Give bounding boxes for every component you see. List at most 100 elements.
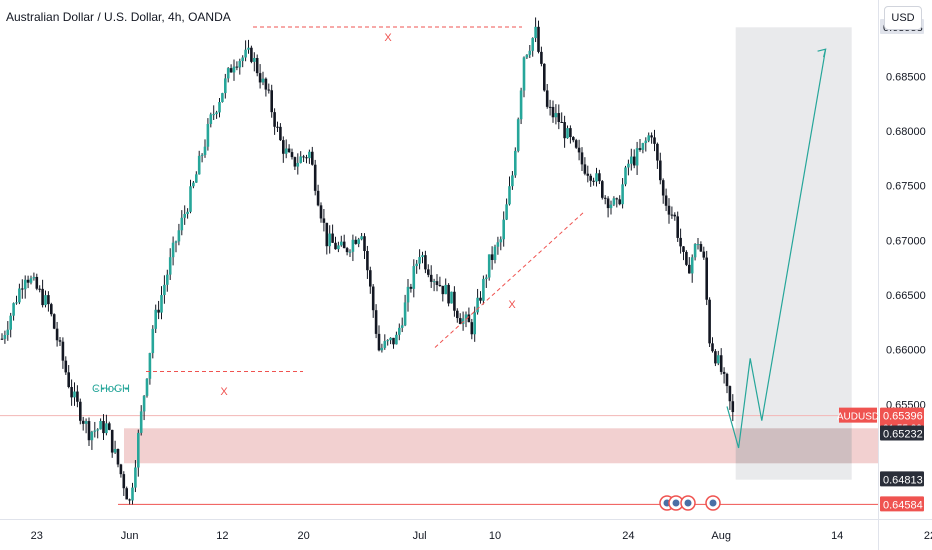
candle-body [61, 341, 65, 361]
candle-body [429, 274, 433, 282]
candle-body [340, 241, 343, 246]
candle-body [583, 164, 587, 174]
candle-body [377, 333, 381, 351]
price-axis-divider [878, 0, 879, 550]
candle-body [369, 270, 372, 287]
candle-body [50, 304, 53, 315]
candle-body [386, 340, 389, 342]
candle-body [470, 322, 474, 335]
candle-body [438, 284, 442, 286]
candle-body [496, 242, 500, 247]
candle-body [84, 421, 88, 424]
price-tag-label: 0.64813 [883, 474, 923, 486]
candle-body [424, 255, 427, 270]
candle-body [35, 276, 39, 289]
candle-body [212, 114, 215, 116]
candle-body [302, 156, 305, 158]
candle-body [380, 347, 384, 351]
price-tag-label: 0.64584 [883, 499, 923, 511]
event-icon-inner [672, 499, 680, 507]
candle-body [725, 373, 729, 387]
candle-body [606, 198, 610, 209]
candle-body [32, 276, 36, 279]
candle-body [58, 340, 62, 342]
candle-body [218, 102, 221, 113]
candle-body [450, 291, 453, 304]
candle-body [554, 113, 558, 118]
candle-body [174, 241, 178, 243]
candle-body [38, 288, 41, 290]
candle-body [676, 216, 679, 238]
candle-body [696, 244, 700, 246]
candle-body [479, 297, 482, 301]
candle-body [447, 284, 450, 304]
candle-body [383, 341, 387, 348]
candle-body [203, 146, 207, 155]
candle-body [290, 152, 294, 158]
candle-body [67, 372, 70, 388]
candle-body [540, 51, 543, 64]
y-tick-label: 0.67000 [886, 235, 926, 247]
candle-body [273, 112, 276, 127]
candle-body [308, 151, 311, 159]
candle-body [574, 140, 578, 148]
candle-body [110, 429, 114, 453]
candle-body [412, 266, 416, 289]
candle-body [154, 309, 157, 329]
candle-body [427, 269, 430, 275]
candle-body [90, 431, 94, 441]
candle-body [366, 251, 369, 271]
candle-body [641, 143, 645, 150]
currency-button[interactable]: USD [884, 6, 922, 30]
price-tag [880, 496, 924, 512]
price-tag-label: 0.65232 [883, 429, 923, 441]
candle-body [603, 197, 607, 199]
candle-body [531, 38, 534, 51]
candle-body [3, 334, 7, 339]
candle-body [360, 236, 363, 240]
candle-body [493, 246, 497, 261]
candle-body [719, 355, 723, 372]
candle-body [653, 137, 656, 144]
candle-body [476, 297, 479, 313]
choch-label: CHoCH [92, 383, 130, 395]
candle-body [305, 157, 308, 159]
x-trend-label: X [508, 299, 516, 311]
candle-body [708, 299, 711, 344]
candle-body [348, 251, 352, 253]
candle-body [650, 135, 653, 138]
candle-body [418, 257, 421, 264]
candle-body [722, 371, 726, 374]
candle-body [467, 314, 471, 323]
candle-body [621, 184, 624, 205]
candle-body [26, 279, 30, 283]
chart-title: Australian Dollar / U.S. Dollar, 4h, OAN… [6, 10, 231, 24]
candle-body [9, 315, 12, 330]
candle-body [15, 302, 18, 304]
candle-body [64, 360, 68, 373]
candle-body [409, 286, 413, 289]
candle-body [415, 263, 418, 267]
candle-body [632, 156, 636, 166]
candle-body [592, 180, 595, 182]
candle-body [148, 353, 152, 379]
candle-body [238, 60, 242, 68]
candle-body [589, 175, 592, 181]
x-tick-label: 23 [31, 530, 43, 542]
candle-body [598, 173, 601, 182]
candle-body [113, 449, 117, 453]
candle-body [209, 114, 213, 124]
candle-body [342, 241, 346, 249]
x-tick-label: 12 [216, 530, 228, 542]
candle-body [392, 337, 395, 345]
candle-body [630, 156, 633, 164]
candle-body [702, 251, 706, 258]
candle-body [545, 90, 549, 107]
candle-body [279, 126, 282, 141]
candle-body [351, 239, 355, 252]
target-zone-overlap [735, 428, 852, 464]
candle-body [316, 190, 320, 206]
candle-body [18, 288, 21, 303]
candle-body [195, 174, 198, 183]
